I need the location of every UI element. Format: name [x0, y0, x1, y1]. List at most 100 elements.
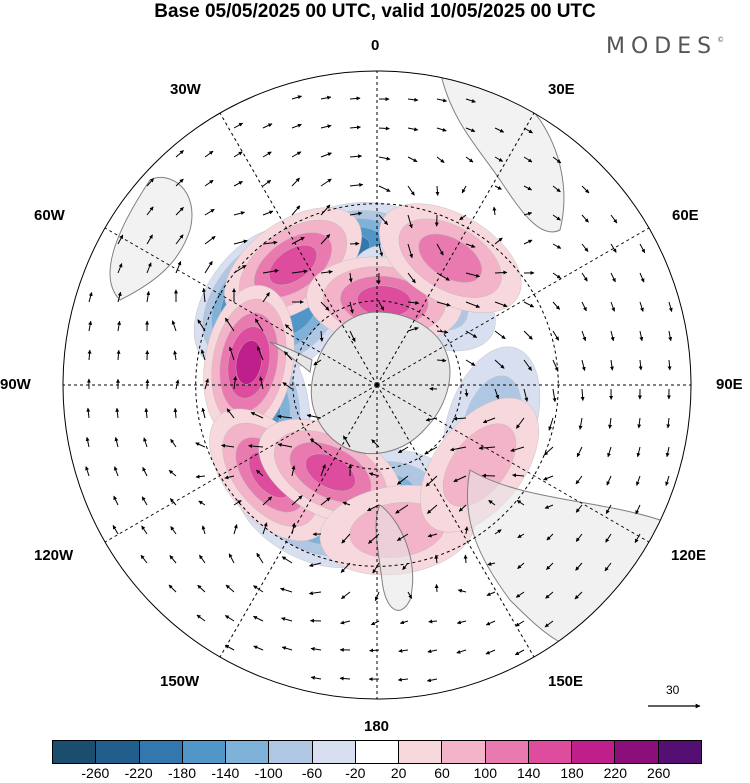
wind-arrow [169, 498, 177, 506]
wind-arrow [281, 556, 293, 564]
wind-arrow [458, 504, 467, 512]
wind-arrow [113, 466, 119, 477]
colorbar-tick-label: -20 [345, 765, 366, 781]
wind-arrow [435, 185, 440, 196]
lon-label-60e: 60E [672, 207, 699, 224]
wind-arrow [262, 210, 274, 216]
wind-arrow [482, 417, 496, 424]
wind-arrow [523, 330, 533, 340]
wind-arrow [465, 156, 474, 163]
colorbar-swatch [139, 741, 183, 763]
wind-arrow [465, 301, 481, 308]
wind-arrow [407, 127, 419, 132]
colorbar-tick-label: 220 [603, 765, 628, 781]
wind-arrow [552, 156, 562, 164]
wind-arrow [523, 239, 533, 245]
wind-arrow [143, 437, 148, 448]
wind-arrow [233, 180, 243, 187]
wind-arrow [117, 263, 123, 274]
wind-arrow [173, 350, 178, 361]
meridian-line [219, 384, 378, 658]
wind-arrow [233, 239, 248, 245]
wind-arrow [407, 214, 413, 229]
wind-arrow [639, 330, 644, 342]
wind-arrow [378, 156, 391, 161]
wind-arrow [407, 591, 413, 599]
wind-arrow [201, 287, 206, 303]
wind-arrow [250, 411, 264, 419]
wind-arrow [510, 446, 525, 452]
wind-arrow [284, 351, 293, 361]
wind-arrow [369, 648, 380, 653]
wind-arrow [313, 359, 322, 366]
wind-arrow [494, 156, 504, 162]
wind-arrow [425, 475, 438, 487]
wind-arrow [310, 675, 322, 680]
wind-arrow [478, 446, 496, 450]
wind-arrow [610, 330, 615, 342]
wind-arrow [581, 214, 589, 223]
wind-arrow [523, 156, 533, 163]
wind-arrow [349, 182, 364, 187]
wind-arrow [233, 151, 243, 158]
wind-arrow [552, 301, 561, 310]
wind-arrow [494, 270, 508, 275]
wind-scale-label: 30 [666, 683, 680, 697]
lon-label-60w: 60W [34, 207, 65, 224]
wind-arrow [552, 388, 557, 403]
wind-arrow [552, 214, 561, 221]
colorbar-swatch [96, 741, 140, 763]
wind-arrow [605, 533, 612, 543]
wind-arrow [494, 330, 506, 340]
wind-arrow [546, 562, 554, 570]
wind-arrow [198, 500, 206, 506]
wind-arrow [465, 330, 478, 338]
wind-arrow [171, 320, 177, 332]
wind-arrow [371, 439, 380, 448]
wind-arrow [253, 615, 264, 622]
wind-arrow [224, 475, 235, 480]
wind-arrow [378, 126, 390, 131]
wind-arrow [407, 243, 414, 259]
wind-arrow [552, 330, 560, 341]
wind-arrow [523, 388, 529, 402]
wind-arrow [427, 533, 438, 538]
anomaly-contour [235, 340, 263, 385]
wind-arrow [291, 465, 296, 477]
wind-arrow [515, 417, 525, 429]
colorbar-tick-label: 260 [646, 765, 671, 781]
wind-arrow [291, 522, 296, 535]
wind-arrow [481, 473, 496, 478]
wind-arrow [349, 301, 354, 314]
wind-arrow [552, 185, 561, 193]
wind-arrow [610, 301, 616, 312]
wind-arrow [368, 472, 380, 477]
wind-arrow [523, 211, 533, 216]
wind-arrow [523, 127, 533, 134]
wind-arrow [233, 211, 245, 216]
wind-arrow [310, 438, 322, 448]
wind-arrow [201, 525, 206, 535]
wind-arrow [514, 649, 525, 656]
anomaly-layer [193, 202, 541, 576]
wind-arrow [581, 301, 587, 312]
wind-arrow [634, 533, 641, 544]
wind-arrow [195, 474, 206, 479]
wind-arrow [204, 235, 216, 245]
wind-arrow [320, 464, 326, 477]
wind-arrow [436, 127, 447, 132]
lon-label-30e: 30E [548, 81, 575, 98]
wind-arrow [546, 533, 554, 541]
colorbar-swatch [53, 741, 97, 763]
wind-arrow [320, 301, 330, 311]
wind-arrow [168, 584, 177, 593]
wind-arrow [88, 291, 93, 303]
meridian-line [376, 227, 650, 386]
wind-arrow [581, 243, 589, 252]
wind-arrow [398, 446, 409, 454]
wind-arrow [436, 98, 448, 103]
wind-arrow [436, 301, 451, 307]
wind-arrow [281, 617, 293, 622]
wind-arrow [204, 150, 214, 158]
